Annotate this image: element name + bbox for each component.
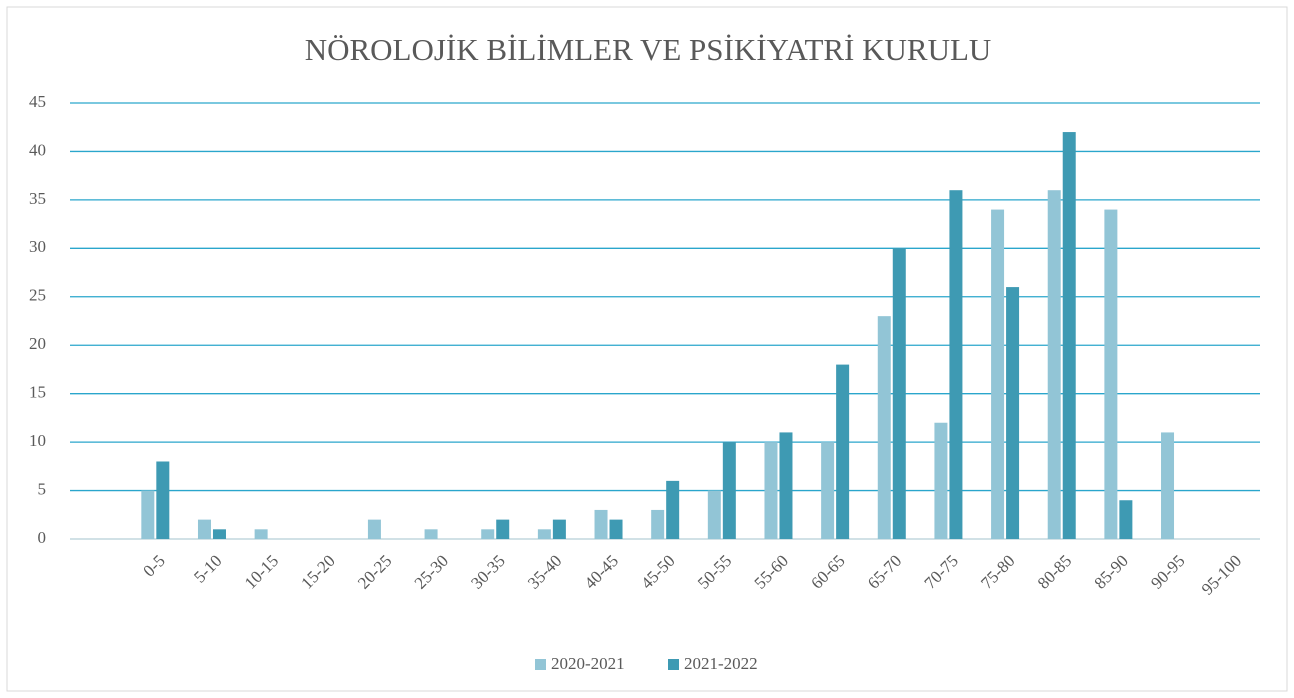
bar: [779, 432, 793, 539]
bar: [722, 442, 736, 539]
bar: [212, 529, 226, 539]
legend-label: 2020-2021: [551, 654, 625, 673]
bar: [651, 509, 665, 539]
bar: [707, 490, 721, 539]
bar: [1104, 209, 1118, 540]
bar: [197, 519, 211, 539]
bar: [424, 529, 438, 539]
bar: [156, 461, 170, 539]
y-tick-label: 15: [29, 383, 46, 402]
bar: [481, 529, 495, 539]
bar: [877, 316, 891, 539]
bar: [821, 442, 835, 539]
bar: [949, 190, 963, 539]
bar: [934, 422, 948, 539]
y-tick-label: 0: [38, 528, 47, 547]
bar: [254, 529, 268, 539]
bar: [496, 519, 510, 539]
bar: [764, 442, 778, 539]
y-tick-label: 10: [29, 431, 46, 450]
y-tick-label: 30: [29, 237, 46, 256]
bar: [1006, 287, 1020, 539]
bar: [367, 519, 381, 539]
y-tick-label: 45: [29, 92, 46, 111]
bar: [141, 490, 155, 539]
bar: [836, 364, 850, 539]
bar: [666, 480, 680, 539]
bar: [552, 519, 566, 539]
y-tick-label: 25: [29, 286, 46, 305]
legend-swatch: [668, 659, 679, 670]
y-tick-label: 40: [29, 140, 46, 159]
y-tick-label: 35: [29, 189, 46, 208]
legend-label: 2021-2022: [684, 654, 758, 673]
bar: [1119, 500, 1133, 539]
bar: [1161, 432, 1175, 539]
bar: [991, 209, 1005, 540]
bar: [594, 509, 608, 539]
bar: [537, 529, 551, 539]
bar: [1062, 132, 1076, 540]
bar: [892, 248, 906, 540]
bar: [1047, 190, 1061, 539]
bar: [609, 519, 623, 539]
chart-title: NÖROLOJİK BİLİMLER VE PSİKİYATRİ KURULU: [305, 32, 992, 67]
legend-swatch: [535, 659, 546, 670]
y-tick-label: 20: [29, 334, 46, 353]
y-tick-label: 5: [38, 479, 47, 498]
